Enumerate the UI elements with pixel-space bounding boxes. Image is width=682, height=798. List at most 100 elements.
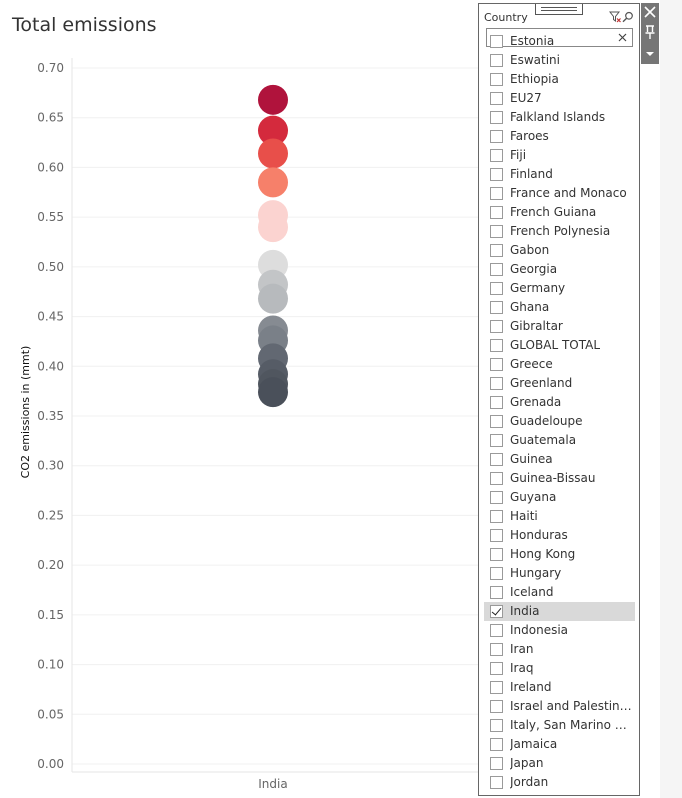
filter-item[interactable]: Guadeloupe [484, 412, 635, 431]
filter-item-label: Ethiopia [510, 72, 559, 86]
filter-item-checkbox[interactable] [490, 244, 503, 257]
filter-item[interactable]: Ghana [484, 298, 635, 317]
filter-item[interactable]: Gibraltar [484, 317, 635, 336]
filter-item-checkbox[interactable] [490, 130, 503, 143]
filter-item[interactable]: France and Monaco [484, 184, 635, 203]
data-point[interactable] [258, 84, 288, 115]
filter-item[interactable]: French Polynesia [484, 222, 635, 241]
filter-item-checkbox[interactable] [490, 263, 503, 276]
filter-item[interactable]: Honduras [484, 526, 635, 545]
filter-item[interactable]: Finland [484, 165, 635, 184]
filter-item[interactable]: Jamaica [484, 735, 635, 754]
filter-item[interactable]: EU27 [484, 89, 635, 108]
pin-icon[interactable] [641, 23, 659, 43]
filter-item[interactable]: Hong Kong [484, 545, 635, 564]
filter-item-checkbox[interactable] [490, 358, 503, 371]
filter-item[interactable]: Gabon [484, 241, 635, 260]
filter-item-checkbox[interactable] [490, 453, 503, 466]
data-point[interactable] [258, 283, 288, 314]
filter-item-checkbox[interactable] [490, 396, 503, 409]
filter-item[interactable]: Falkland Islands [484, 108, 635, 127]
filter-item-checkbox[interactable] [490, 681, 503, 694]
filter-item[interactable]: Guinea-Bissau [484, 469, 635, 488]
filter-item[interactable]: Italy, San Marino a… [484, 716, 635, 735]
data-point[interactable] [258, 377, 288, 408]
y-tick-label: 0.20 [37, 558, 64, 572]
filter-item-checkbox[interactable] [490, 187, 503, 200]
filter-item-checkbox[interactable] [490, 282, 503, 295]
data-point[interactable] [258, 115, 288, 146]
filter-item-checkbox[interactable] [490, 434, 503, 447]
filter-item[interactable]: Greece [484, 355, 635, 374]
filter-item[interactable]: Faroes [484, 127, 635, 146]
filter-item[interactable]: Hungary [484, 564, 635, 583]
filter-item-checkbox[interactable] [490, 54, 503, 67]
filter-item-checkbox[interactable] [490, 472, 503, 485]
filter-item-checkbox[interactable] [490, 605, 503, 618]
filter-item[interactable]: India [484, 602, 635, 621]
filter-item[interactable]: Fiji [484, 146, 635, 165]
filter-item-checkbox[interactable] [490, 567, 503, 580]
filter-search-input[interactable] [487, 32, 611, 49]
filter-item-checkbox[interactable] [490, 510, 503, 523]
filter-item[interactable]: Greenland [484, 374, 635, 393]
search-icon[interactable] [622, 11, 634, 23]
filter-item[interactable]: Grenada [484, 393, 635, 412]
filter-item[interactable]: Japan [484, 754, 635, 773]
filter-item-checkbox[interactable] [490, 320, 503, 333]
filter-item-checkbox[interactable] [490, 491, 503, 504]
filter-item[interactable]: Indonesia [484, 621, 635, 640]
filter-item-checkbox[interactable] [490, 738, 503, 751]
filter-item-checkbox[interactable] [490, 415, 503, 428]
filter-item-checkbox[interactable] [490, 700, 503, 713]
filter-item-checkbox[interactable] [490, 719, 503, 732]
filter-item-checkbox[interactable] [490, 548, 503, 561]
filter-item[interactable]: Estonia [484, 32, 635, 51]
filter-item-checkbox[interactable] [490, 624, 503, 637]
drag-handle-icon[interactable] [535, 4, 583, 15]
data-point[interactable] [258, 212, 288, 243]
filter-item[interactable]: Guatemala [484, 431, 635, 450]
filter-item[interactable]: Iran [484, 640, 635, 659]
filter-item[interactable]: Ethiopia [484, 70, 635, 89]
filter-item-checkbox[interactable] [490, 92, 503, 105]
filter-item[interactable]: Iceland [484, 583, 635, 602]
filter-item[interactable]: Israel and Palestin… [484, 697, 635, 716]
filter-item-checkbox[interactable] [490, 377, 503, 390]
filter-item-checkbox[interactable] [490, 339, 503, 352]
filter-item-checkbox[interactable] [490, 225, 503, 238]
filter-item-checkbox[interactable] [490, 168, 503, 181]
data-point[interactable] [258, 138, 288, 169]
filter-item[interactable]: GLOBAL TOTAL [484, 336, 635, 355]
filter-item-checkbox[interactable] [490, 111, 503, 124]
filter-item[interactable]: Georgia [484, 260, 635, 279]
filter-item-checkbox[interactable] [490, 662, 503, 675]
filter-item[interactable]: Haiti [484, 507, 635, 526]
filter-item-checkbox[interactable] [490, 35, 503, 48]
filter-item-checkbox[interactable] [490, 776, 503, 789]
filter-item-checkbox[interactable] [490, 757, 503, 770]
data-point[interactable] [258, 167, 288, 198]
filter-item-checkbox[interactable] [490, 149, 503, 162]
filter-item[interactable]: Guinea [484, 450, 635, 469]
y-tick-label: 0.45 [37, 310, 64, 324]
filter-item-checkbox[interactable] [490, 301, 503, 314]
filter-item[interactable]: Guyana [484, 488, 635, 507]
close-icon[interactable] [617, 32, 628, 43]
filter-item[interactable]: Germany [484, 279, 635, 298]
filter-item[interactable]: Eswatini [484, 51, 635, 70]
filter-item-checkbox[interactable] [490, 73, 503, 86]
filter-item-checkbox[interactable] [490, 643, 503, 656]
filter-search-box[interactable] [486, 28, 633, 49]
filter-item-checkbox[interactable] [490, 586, 503, 599]
filter-item[interactable]: French Guiana [484, 203, 635, 222]
filter-item[interactable]: Ireland [484, 678, 635, 697]
filter-item[interactable]: Jordan [484, 773, 635, 792]
filter-item-label: Eswatini [510, 53, 560, 67]
filter-clear-icon[interactable] [609, 11, 621, 23]
filter-item-checkbox[interactable] [490, 529, 503, 542]
close-icon[interactable] [641, 3, 659, 23]
filter-item[interactable]: Iraq [484, 659, 635, 678]
caret-down-icon[interactable] [641, 43, 659, 63]
filter-item-checkbox[interactable] [490, 206, 503, 219]
